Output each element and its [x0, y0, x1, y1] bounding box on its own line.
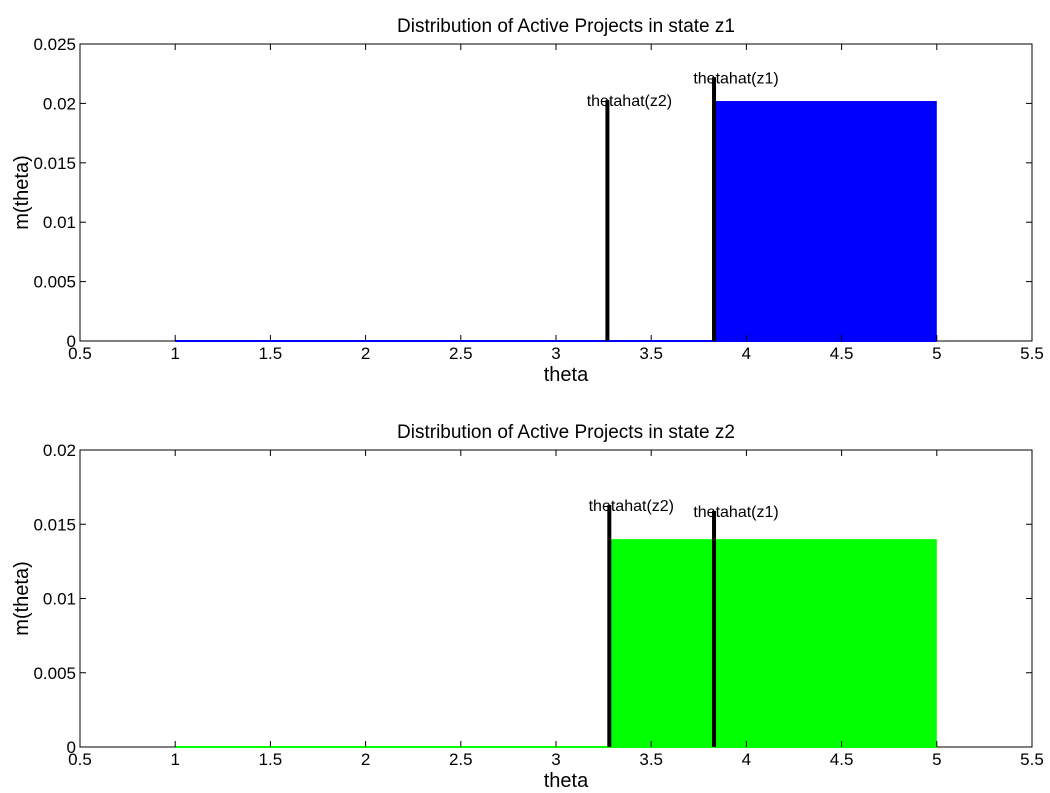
- x-tick-label: 4.5: [830, 750, 854, 769]
- x-axis-label: theta: [544, 770, 589, 792]
- distribution-area: [175, 101, 937, 341]
- x-tick-label: 0.5: [68, 750, 92, 769]
- y-tick-label: 0.015: [33, 154, 76, 173]
- y-axis-label: m(theta): [11, 561, 33, 635]
- chart-title: Distribution of Active Projects in state…: [397, 422, 735, 443]
- x-tick-label: 0.5: [68, 344, 92, 363]
- threshold-label: thetahat(z2): [589, 498, 674, 515]
- threshold-label: thetahat(z2): [587, 93, 672, 110]
- x-tick-label: 3: [551, 344, 560, 363]
- y-tick-label: 0.01: [43, 590, 76, 609]
- x-tick-label: 5.5: [1020, 750, 1044, 769]
- threshold-label: thetahat(z1): [693, 504, 778, 521]
- x-tick-label: 5: [932, 344, 941, 363]
- x-axis-label: theta: [544, 364, 589, 386]
- y-tick-label: 0.02: [43, 94, 76, 113]
- distribution-area: [175, 539, 937, 747]
- x-tick-label: 1.5: [259, 750, 283, 769]
- x-tick-label: 2: [361, 344, 370, 363]
- x-tick-label: 2.5: [449, 344, 473, 363]
- chart-title: Distribution of Active Projects in state…: [397, 16, 735, 37]
- threshold-label: thetahat(z1): [693, 70, 778, 87]
- x-tick-label: 3.5: [639, 750, 663, 769]
- y-tick-label: 0.005: [33, 664, 76, 683]
- y-tick-label: 0: [67, 738, 76, 757]
- y-tick-label: 0.015: [33, 515, 76, 534]
- y-tick-label: 0.01: [43, 213, 76, 232]
- x-tick-label: 5.5: [1020, 344, 1044, 363]
- x-tick-label: 2.5: [449, 750, 473, 769]
- y-tick-label: 0: [67, 332, 76, 351]
- chart-panel-1: 0.5 1 1.5 2 2.5 3 3.5 4 4.5 5 5.5 0 0.005 0.01 0.015 0.…: [11, 16, 1044, 386]
- x-tick-label: 5: [932, 750, 941, 769]
- x-tick-label: 2: [361, 750, 370, 769]
- y-tick-label: 0.02: [43, 441, 76, 460]
- x-tick-label: 1: [170, 344, 179, 363]
- x-tick-label: 4.5: [830, 344, 854, 363]
- x-tick-label: 1.5: [259, 344, 283, 363]
- x-tick-label: 1: [170, 750, 179, 769]
- x-tick-label: 4: [742, 750, 751, 769]
- y-tick-label: 0.005: [33, 273, 76, 292]
- y-axis-label: m(theta): [11, 155, 33, 229]
- chart-panel-2: 0.5 1 1.5 2 2.5 3 3.5 4 4.5 5 5.5 0 0.005 0.01 0.015 0.…: [11, 422, 1044, 792]
- y-tick-label: 0.025: [33, 35, 76, 54]
- x-tick-label: 3.5: [639, 344, 663, 363]
- x-tick-label: 3: [551, 750, 560, 769]
- x-tick-label: 4: [742, 344, 751, 363]
